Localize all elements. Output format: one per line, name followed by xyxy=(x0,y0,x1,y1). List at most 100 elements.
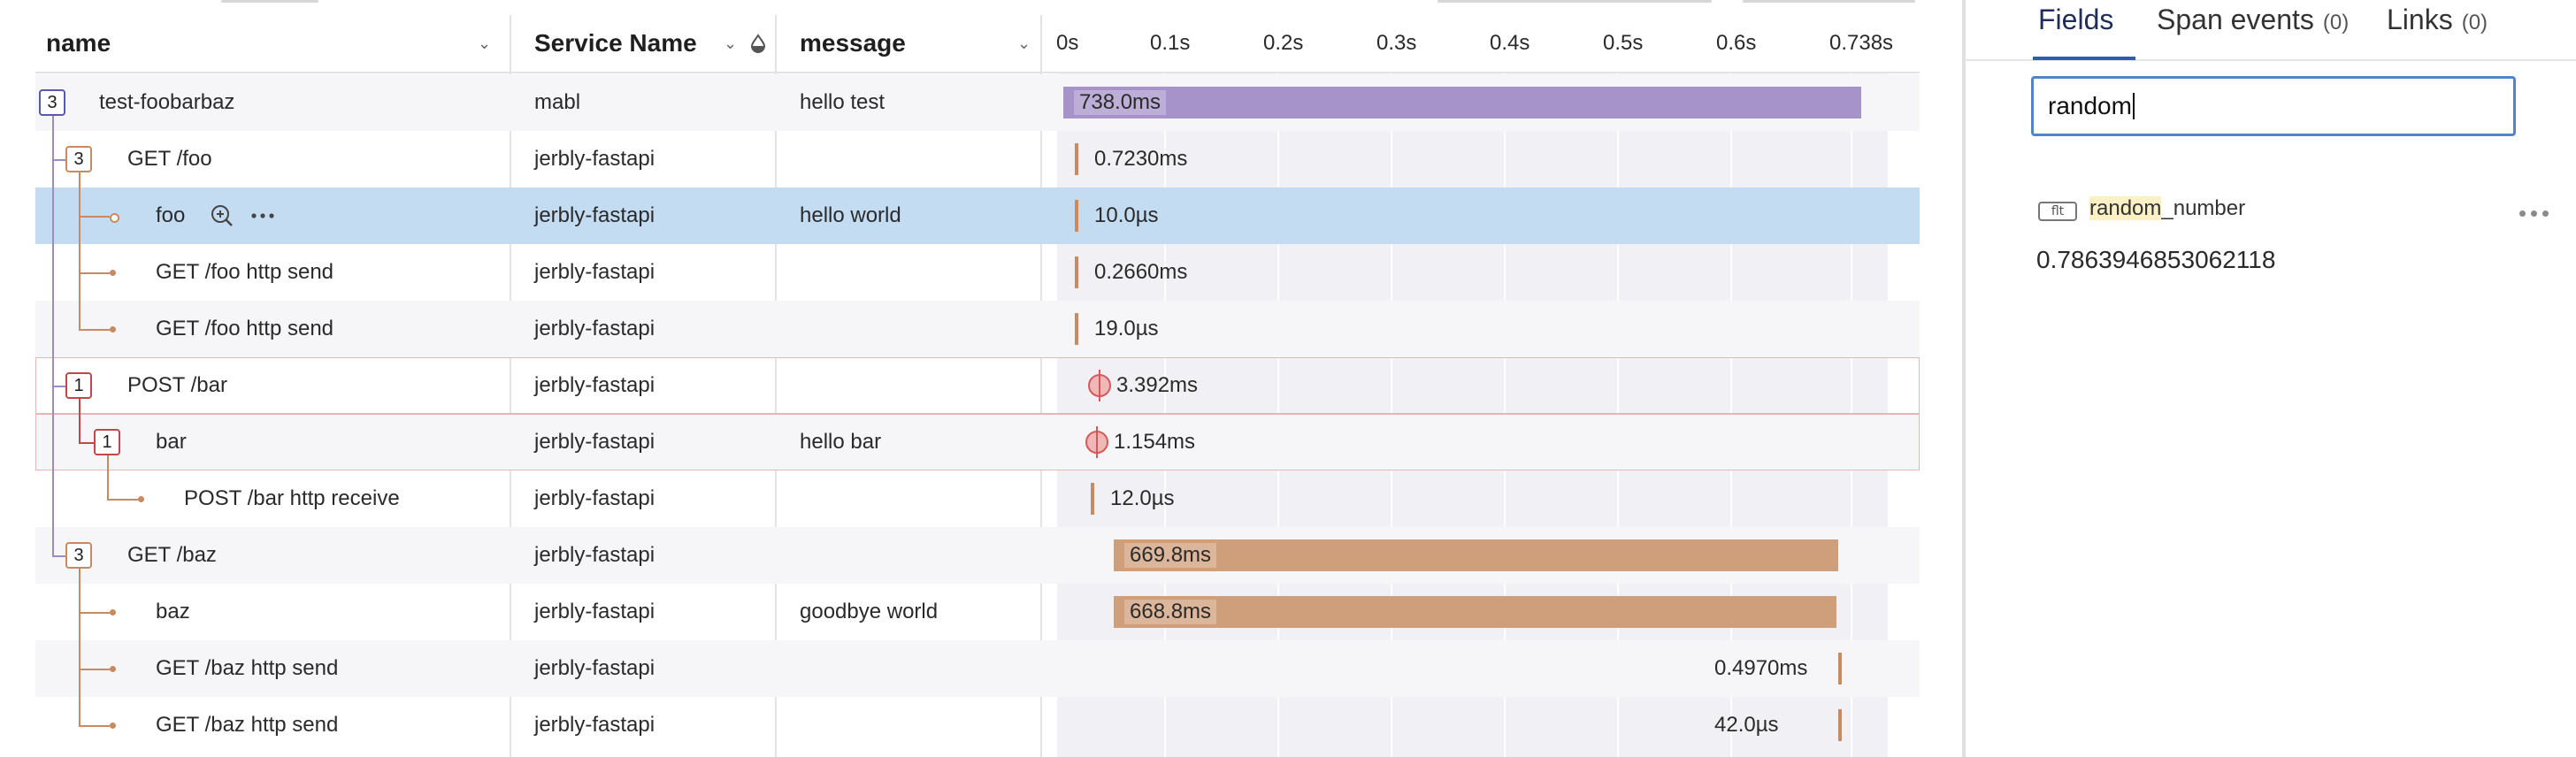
field-search-input[interactable]: random xyxy=(2031,76,2516,136)
tab-links[interactable]: Links (0) xyxy=(2387,4,2488,42)
span-row[interactable]: baz jerbly-fastapi goodbye world xyxy=(35,584,1920,640)
column-header-service[interactable]: Service Name xyxy=(534,29,697,57)
column-divider[interactable] xyxy=(510,15,511,757)
span-row[interactable]: 3 GET /foo jerbly-fastapi xyxy=(35,131,1920,187)
tab-links-label: Links xyxy=(2387,4,2453,35)
service-name-cell: jerbly-fastapi xyxy=(534,486,656,510)
column-divider[interactable] xyxy=(1040,15,1042,757)
tree-connector xyxy=(79,272,110,274)
header-divider xyxy=(35,72,1920,73)
span-duration-bar[interactable]: 669.8ms xyxy=(1114,539,1838,571)
column-divider[interactable] xyxy=(775,15,777,757)
span-name[interactable]: GET /baz http send xyxy=(156,713,339,737)
span-duration-label: 0.2660ms xyxy=(1094,260,1188,284)
span-row[interactable]: foo jerbly-fastapi hello world xyxy=(35,187,1920,244)
service-name-cell: jerbly-fastapi xyxy=(534,656,656,680)
more-options-icon[interactable] xyxy=(249,187,276,244)
span-row[interactable]: GET /baz http send jerbly-fastapi xyxy=(35,697,1920,753)
tab-fields-label: Fields xyxy=(2038,4,2114,35)
timeline-tick-label: 0.4s xyxy=(1490,31,1530,55)
name-sort-icon[interactable]: ⌄ xyxy=(478,34,492,52)
span-name[interactable]: GET /foo http send xyxy=(156,260,334,284)
span-name[interactable]: bar xyxy=(156,430,187,454)
message-sort-icon[interactable]: ⌄ xyxy=(1017,34,1031,52)
service-name-cell: jerbly-fastapi xyxy=(534,600,656,623)
field-type-badge: flt xyxy=(2038,202,2077,221)
span-row[interactable]: GET /foo http send jerbly-fastapi xyxy=(35,244,1920,301)
span-name[interactable]: test-foobarbaz xyxy=(99,90,235,114)
tree-connector xyxy=(107,499,138,501)
span-name[interactable]: foo xyxy=(156,203,186,227)
span-row[interactable]: GET /foo http send jerbly-fastapi xyxy=(35,301,1920,357)
span-duration-bar[interactable] xyxy=(1838,709,1842,741)
tree-connector xyxy=(79,725,110,727)
tab-fields[interactable]: Fields xyxy=(2038,4,2113,42)
span-row[interactable]: 1 bar jerbly-fastapi hello bar xyxy=(35,414,1920,470)
message-cell: hello test xyxy=(800,90,886,114)
field-name-match: random xyxy=(2089,196,2162,220)
message-cell: hello bar xyxy=(800,430,882,454)
span-duration-bar[interactable] xyxy=(1075,313,1078,345)
tree-connector xyxy=(79,172,80,329)
field-name[interactable]: random_number xyxy=(2089,196,2245,221)
color-by-icon[interactable] xyxy=(748,15,775,72)
span-duration-bar[interactable]: 668.8ms xyxy=(1114,596,1836,628)
span-duration-bar[interactable] xyxy=(1075,200,1078,232)
span-leaf-dot xyxy=(110,609,116,616)
field-more-icon[interactable] xyxy=(2519,210,2549,217)
span-duration-label: 668.8ms xyxy=(1124,600,1217,624)
span-leaf-dot xyxy=(110,270,116,276)
scrollbar-stub xyxy=(1438,0,1712,3)
span-duration-bar[interactable] xyxy=(1091,483,1094,515)
span-duration-bar[interactable] xyxy=(1075,143,1078,175)
tab-span-events-count: (0) xyxy=(2322,11,2350,34)
field-value: 0.7863946853062118 xyxy=(2036,246,2276,273)
span-row[interactable]: GET /baz http send jerbly-fastapi xyxy=(35,640,1920,697)
tree-connector xyxy=(79,669,110,670)
span-name[interactable]: POST /bar http receive xyxy=(184,486,400,510)
span-duration-label: 669.8ms xyxy=(1124,543,1217,568)
field-name-rest: _number xyxy=(2161,196,2246,220)
timeline-tick-label: 0.1s xyxy=(1150,31,1191,55)
message-cell: hello world xyxy=(800,203,901,227)
span-duration-bar[interactable] xyxy=(1099,370,1100,401)
span-duration-label: 10.0µs xyxy=(1094,203,1159,227)
service-name-cell: jerbly-fastapi xyxy=(534,713,656,737)
message-cell: goodbye world xyxy=(800,600,939,623)
tab-span-events[interactable]: Span events (0) xyxy=(2157,4,2349,42)
tree-connector xyxy=(79,216,110,218)
span-name[interactable]: GET /foo xyxy=(127,147,212,171)
column-header-name[interactable]: name xyxy=(46,29,111,57)
span-duration-bar[interactable] xyxy=(1096,426,1098,458)
child-count-badge[interactable]: 1 xyxy=(65,372,92,399)
service-name-cell: jerbly-fastapi xyxy=(534,430,656,454)
child-count-badge[interactable]: 3 xyxy=(39,89,65,116)
span-name[interactable]: GET /foo http send xyxy=(156,317,334,340)
service-name-cell: jerbly-fastapi xyxy=(534,203,656,227)
span-duration-label: 12.0µs xyxy=(1110,486,1175,510)
span-name[interactable]: GET /baz xyxy=(127,543,217,567)
tree-connector xyxy=(79,612,110,614)
span-name[interactable]: GET /baz http send xyxy=(156,656,339,680)
span-name[interactable]: baz xyxy=(156,600,190,623)
span-duration-bar[interactable] xyxy=(1075,256,1078,288)
child-count-badge[interactable]: 3 xyxy=(65,542,92,569)
trace-table: name ⌄ Service Name ⌄ message ⌄ 0s 0.1s 0.… xyxy=(35,0,1920,757)
span-name[interactable]: POST /bar xyxy=(127,373,227,397)
service-name-cell: jerbly-fastapi xyxy=(534,260,656,284)
span-duration-bar[interactable] xyxy=(1838,653,1842,684)
zoom-in-icon[interactable] xyxy=(209,187,235,244)
span-row[interactable]: 1 POST /bar jerbly-fastapi xyxy=(35,357,1920,414)
column-header-message[interactable]: message xyxy=(800,29,906,57)
span-duration-bar[interactable]: 738.0ms xyxy=(1063,87,1861,119)
span-details-panel: Fields Span events (0) Links (0) random … xyxy=(1966,0,2576,757)
span-row[interactable]: POST /bar http receive jerbly-fastapi xyxy=(35,470,1920,527)
tree-connector xyxy=(79,399,80,442)
service-sort-icon[interactable]: ⌄ xyxy=(724,34,738,52)
tab-span-events-label: Span events xyxy=(2157,4,2314,35)
scrollbar-stub xyxy=(221,0,318,3)
timeline-tick-label: 0s xyxy=(1056,31,1079,55)
panel-resize-handle[interactable] xyxy=(1962,0,1966,757)
child-count-badge[interactable]: 3 xyxy=(65,146,92,172)
child-count-badge[interactable]: 1 xyxy=(94,429,120,455)
